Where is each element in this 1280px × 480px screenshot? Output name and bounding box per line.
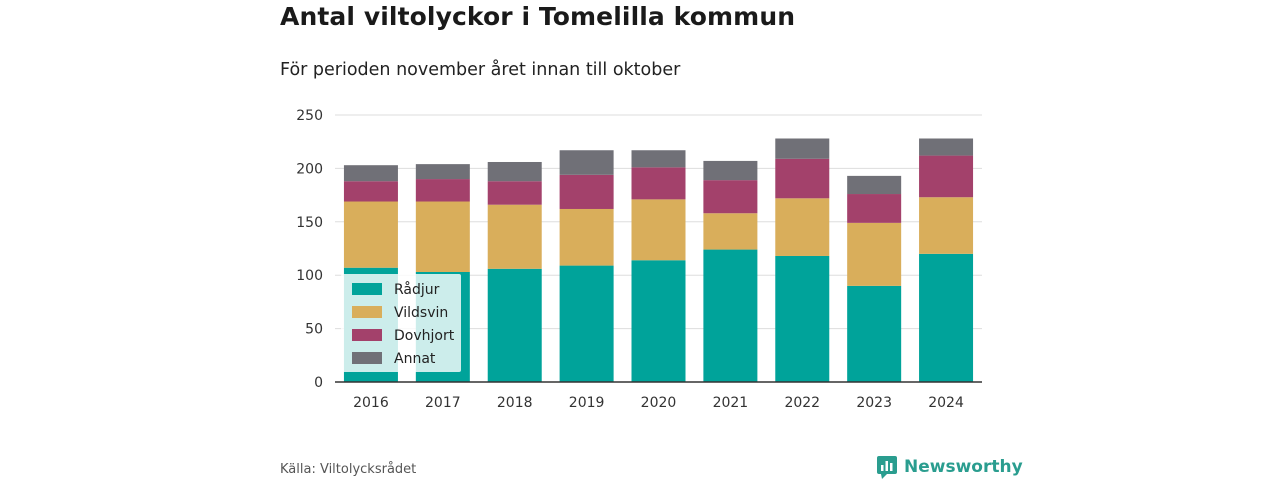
bar-rådjur-2023 [847,285,902,382]
y-tick-label: 150 [296,215,323,231]
x-axis: 2016 2017 2018 2019 2020 2021 2022 2023 2024 [353,395,964,411]
bar-annat-2017 [415,164,470,180]
bar-vildsvin-2021 [703,213,758,250]
y-axis: 0 50 100 150 200 250 [296,108,323,391]
legend-label: Annat [394,351,436,367]
bar-vildsvin-2024 [919,197,974,254]
bar-dovhjort-2016 [343,181,398,202]
legend-background [341,274,461,372]
legend: Rådjur Vildsvin Dovhjort Annat [341,274,461,372]
bar-dovhjort-2019 [559,174,614,209]
y-tick-label: 100 [296,268,323,284]
bar-annat-2021 [703,160,758,181]
y-tick-label: 50 [305,322,323,338]
x-tick-label: 2023 [856,395,892,411]
legend-swatch-annat [352,352,382,364]
bar-rådjur-2020 [631,260,686,382]
bar-annat-2024 [919,138,974,156]
chart-subtitle: För perioden november året innan till ok… [280,60,681,80]
bar-vildsvin-2020 [631,199,686,261]
chart-title: Antal viltolyckor i Tomelilla kommun [280,2,796,31]
x-tick-label: 2022 [784,395,820,411]
bar-vildsvin-2016 [343,201,398,268]
bar-dovhjort-2021 [703,180,758,214]
bar-vildsvin-2023 [847,222,902,286]
bar-dovhjort-2020 [631,167,686,200]
x-tick-label: 2021 [713,395,749,411]
bar-dovhjort-2023 [847,194,902,223]
bar-annat-2020 [631,150,686,168]
bar-annat-2018 [487,161,542,182]
bar-annat-2019 [559,150,614,175]
x-tick-label: 2016 [353,395,389,411]
brand-logo[interactable]: Newsworthy [876,455,1023,479]
brand-name: Newsworthy [904,457,1023,477]
legend-swatch-dovhjort [352,329,382,341]
x-tick-label: 2017 [425,395,461,411]
bar-rådjur-2019 [559,265,614,382]
x-tick-label: 2018 [497,395,533,411]
legend-label: Rådjur [394,281,440,298]
bar-dovhjort-2022 [775,158,830,199]
legend-label: Dovhjort [394,328,455,344]
bar-vildsvin-2018 [487,204,542,269]
x-tick-label: 2019 [569,395,605,411]
bar-vildsvin-2019 [559,208,614,266]
bar-annat-2022 [775,138,830,159]
x-tick-label: 2020 [641,395,677,411]
bar-vildsvin-2017 [415,201,470,272]
bar-dovhjort-2017 [415,179,470,202]
bar-annat-2016 [343,165,398,182]
y-tick-label: 0 [314,375,323,391]
bar-rådjur-2022 [775,255,830,382]
y-tick-label: 250 [296,108,323,124]
source-note: Källa: Viltolycksrådet [280,462,417,477]
bar-rådjur-2024 [919,253,974,382]
legend-swatch-vildsvin [352,306,382,318]
bar-rådjur-2021 [703,249,758,382]
bar-rådjur-2018 [487,268,542,382]
x-tick-label: 2024 [928,395,964,411]
legend-swatch-rådjur [352,283,382,295]
bar-vildsvin-2022 [775,198,830,256]
y-tick-label: 200 [296,161,323,177]
legend-label: Vildsvin [394,305,448,321]
bar-dovhjort-2024 [919,155,974,198]
bar-annat-2023 [847,175,902,195]
newsworthy-logo-icon [877,456,897,479]
bar-dovhjort-2018 [487,181,542,205]
